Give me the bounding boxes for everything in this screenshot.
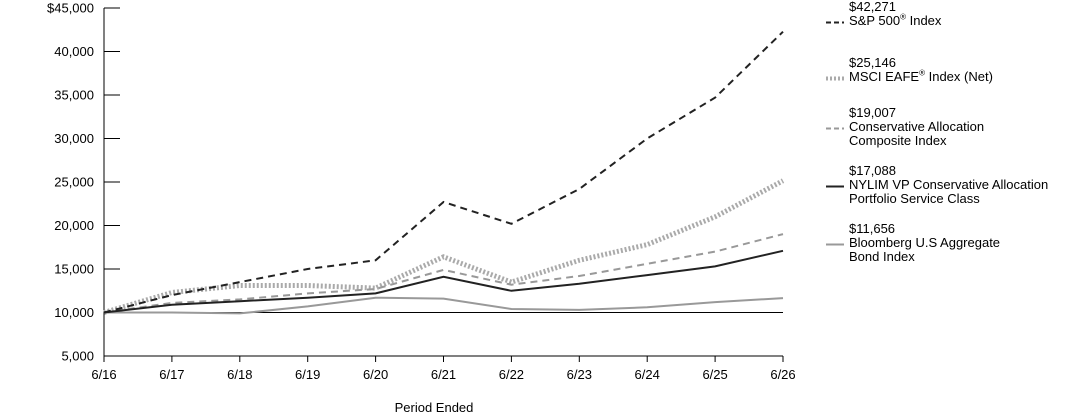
legend-swatch-nylim-vp [826, 185, 844, 188]
x-tick-label: 6/17 [159, 367, 184, 382]
x-tick-label: 6/26 [770, 367, 795, 382]
chart-legend: $42,271 S&P 500® Index $25,146 MSCI EAFE… [826, 0, 1092, 280]
legend-swatch-sp500 [826, 21, 844, 24]
chart-series [103, 30, 785, 315]
legend-value: $25,146 [849, 55, 896, 70]
legend-label: Bloomberg U.S Aggregate Bond Index [849, 235, 1001, 264]
x-tick-label: 6/25 [702, 367, 727, 382]
x-tick-label: 6/19 [295, 367, 320, 382]
legend-label: S&P 500® Index [849, 12, 942, 28]
legend-item-nylim-vp: $17,088 NYLIM VP Conservative Allocation… [826, 164, 1092, 212]
y-tick-label: 15,000 [54, 262, 94, 277]
legend-swatch-msci-eafe [826, 76, 844, 81]
legend-item-bloomberg-agg: $11,656 Bloomberg U.S Aggregate Bond Ind… [826, 222, 1092, 270]
series-line-s-p-500-index [103, 30, 784, 314]
x-tick-label: 6/24 [635, 367, 660, 382]
legend-label: NYLIM VP Conservative Allocation Portfol… [849, 177, 1049, 206]
y-tick-label: 10,000 [54, 305, 94, 320]
legend-item-msci-eafe: $25,146 MSCI EAFE® Index (Net) [826, 56, 1092, 96]
y-tick-label: 20,000 [54, 218, 94, 233]
chart-axes: 5,000 10,000 15,000 20,000 25,000 30,000 35,00… [47, 1, 796, 383]
legend-label: MSCI EAFE® Index (Net) [849, 68, 993, 84]
series-line-nylim-vp-conservative-allocation-portfolio-service-class [103, 249, 784, 314]
legend-value: $17,088 [849, 163, 896, 178]
y-tick-label: 30,000 [54, 131, 94, 146]
y-tick-label: 35,000 [54, 88, 94, 103]
series-line-conservative-allocation-composite-index [103, 233, 784, 314]
x-tick-label: 6/20 [363, 367, 388, 382]
x-tick-label: 6/18 [227, 367, 252, 382]
line-chart: 5,000 10,000 15,000 20,000 25,000 30,000 35,00… [47, 1, 796, 416]
legend-item-sp500: $42,271 S&P 500® Index [826, 0, 1092, 46]
x-tick-label: 6/21 [431, 367, 456, 382]
legend-swatch-conservative-composite [826, 127, 844, 130]
x-axis-label: Period Ended [395, 400, 474, 415]
legend-label: Conservative Allocation Composite Index [849, 119, 985, 148]
y-tick-label: $45,000 [47, 1, 94, 16]
x-tick-label: 6/23 [567, 367, 592, 382]
legend-value: $42,271 [849, 0, 896, 14]
x-tick-label: 6/22 [499, 367, 524, 382]
x-tick-label: 6/16 [91, 367, 116, 382]
y-tick-label: 40,000 [54, 44, 94, 59]
legend-value: $11,656 [849, 221, 896, 236]
series-line-msci-eafe-index-net [103, 178, 785, 315]
legend-value: $19,007 [849, 105, 896, 120]
series-line-bloomberg-u-s-aggregate-bond-index [104, 296, 784, 315]
y-tick-label: 25,000 [54, 175, 94, 190]
y-tick-label: 5,000 [61, 349, 94, 364]
legend-swatch-bloomberg-agg [826, 243, 844, 246]
legend-item-conservative-composite: $19,007 Conservative Allocation Composit… [826, 106, 1092, 154]
